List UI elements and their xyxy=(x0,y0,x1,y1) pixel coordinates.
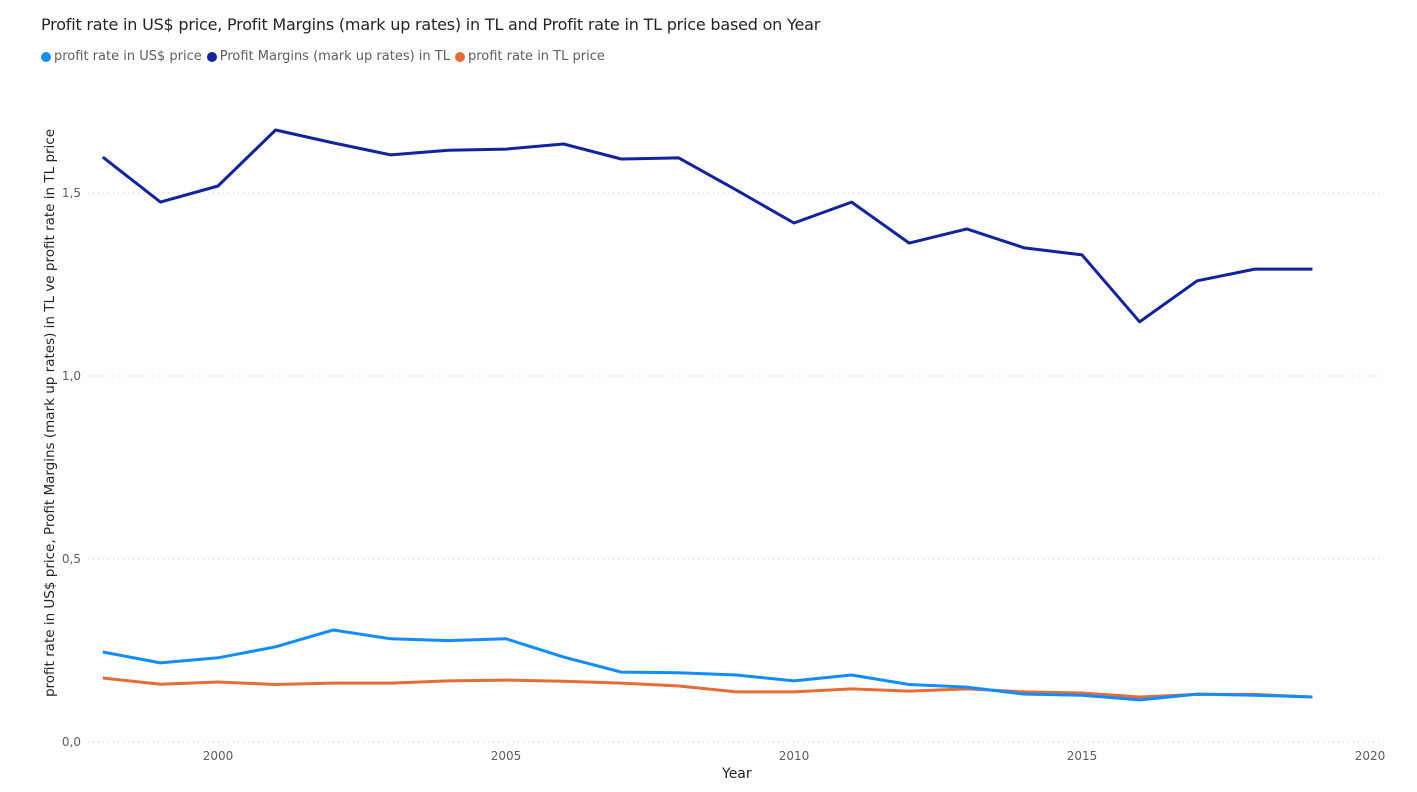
legend-item-tl-price[interactable]: profit rate in TL price xyxy=(454,49,605,64)
data-point[interactable] xyxy=(445,638,451,644)
x-axis-ticks: 2000 2005 2010 2015 2020 xyxy=(203,749,1386,763)
data-point[interactable] xyxy=(676,155,682,161)
data-point[interactable] xyxy=(1021,245,1027,251)
data-point[interactable] xyxy=(791,678,797,684)
legend-item-markup-tl[interactable]: Profit Margins (mark up rates) in TL xyxy=(206,49,450,64)
data-point[interactable] xyxy=(618,156,624,162)
gridlines xyxy=(88,192,1380,743)
data-point[interactable] xyxy=(388,152,394,158)
data-point[interactable] xyxy=(849,672,855,678)
data-point[interactable] xyxy=(330,680,336,686)
data-point[interactable] xyxy=(849,199,855,205)
series-line-tl-price[interactable] xyxy=(102,676,1313,699)
x-tick-label: 2020 xyxy=(1355,749,1386,763)
data-point[interactable] xyxy=(618,669,624,675)
data-point[interactable] xyxy=(849,686,855,692)
data-point[interactable] xyxy=(445,678,451,684)
chart-title: Profit rate in US$ price, Profit Margins… xyxy=(41,15,821,34)
data-point[interactable] xyxy=(330,627,336,633)
data-point[interactable] xyxy=(1252,266,1258,272)
data-point[interactable] xyxy=(964,684,970,690)
data-point[interactable] xyxy=(100,649,106,655)
data-point[interactable] xyxy=(330,140,336,146)
data-point[interactable] xyxy=(1194,691,1200,697)
data-point[interactable] xyxy=(561,678,567,684)
series-line-us-price[interactable] xyxy=(102,628,1313,702)
y-tick-label: 0,0 xyxy=(62,735,81,749)
data-point[interactable] xyxy=(964,226,970,232)
data-point[interactable] xyxy=(1079,252,1085,258)
data-point[interactable] xyxy=(1194,278,1200,284)
series-line-markup-tl[interactable] xyxy=(101,128,1313,324)
y-axis-ticks: 0,0 0,5 1,0 1,5 xyxy=(62,186,81,749)
data-point[interactable] xyxy=(618,680,624,686)
legend-label: profit rate in US$ price xyxy=(54,49,202,64)
y-tick-label: 0,5 xyxy=(62,552,81,566)
data-point[interactable] xyxy=(1137,319,1143,325)
data-point[interactable] xyxy=(157,199,163,205)
data-point[interactable] xyxy=(503,146,509,152)
data-point[interactable] xyxy=(215,183,221,189)
data-point[interactable] xyxy=(1309,266,1315,272)
legend-label: profit rate in TL price xyxy=(467,49,605,64)
legend-label: Profit Margins (mark up rates) in TL xyxy=(219,49,450,64)
data-point[interactable] xyxy=(906,688,912,694)
legend-item-us-price[interactable]: profit rate in US$ price xyxy=(41,49,202,64)
data-point[interactable] xyxy=(503,636,509,642)
data-point[interactable] xyxy=(100,154,106,160)
legend-marker-icon xyxy=(206,51,217,62)
data-point[interactable] xyxy=(273,644,279,650)
data-point[interactable] xyxy=(1021,691,1027,697)
data-point[interactable] xyxy=(273,682,279,688)
data-point[interactable] xyxy=(445,147,451,153)
data-point[interactable] xyxy=(1252,692,1258,698)
data-point[interactable] xyxy=(503,677,509,683)
x-axis-title: Year xyxy=(722,766,752,782)
x-tick-label: 2005 xyxy=(491,749,522,763)
data-point[interactable] xyxy=(215,655,221,661)
data-point[interactable] xyxy=(215,679,221,685)
data-point[interactable] xyxy=(388,680,394,686)
data-point[interactable] xyxy=(791,220,797,226)
data-point[interactable] xyxy=(676,683,682,689)
data-point[interactable] xyxy=(273,127,279,133)
y-tick-label: 1,0 xyxy=(62,369,81,383)
data-point[interactable] xyxy=(791,689,797,695)
data-point[interactable] xyxy=(733,672,739,678)
data-point[interactable] xyxy=(906,240,912,246)
data-point[interactable] xyxy=(676,670,682,676)
chart-legend: profit rate in US$ price Profit Margins … xyxy=(41,49,610,64)
data-point[interactable] xyxy=(561,141,567,147)
x-tick-label: 2000 xyxy=(203,749,234,763)
legend-marker-icon xyxy=(454,51,465,62)
data-point[interactable] xyxy=(1309,694,1315,700)
data-point[interactable] xyxy=(100,675,106,681)
x-tick-label: 2010 xyxy=(779,749,810,763)
data-point[interactable] xyxy=(733,689,739,695)
data-point[interactable] xyxy=(906,682,912,688)
data-point[interactable] xyxy=(1079,692,1085,698)
x-tick-label: 2015 xyxy=(1067,749,1098,763)
series-lines xyxy=(100,127,1315,703)
data-point[interactable] xyxy=(388,636,394,642)
y-tick-label: 1,5 xyxy=(62,186,81,200)
data-point[interactable] xyxy=(561,654,567,660)
legend-marker-icon xyxy=(41,51,51,62)
data-point[interactable] xyxy=(157,660,163,666)
data-point[interactable] xyxy=(157,681,163,687)
data-point[interactable] xyxy=(733,187,739,193)
data-point[interactable] xyxy=(1137,697,1143,703)
